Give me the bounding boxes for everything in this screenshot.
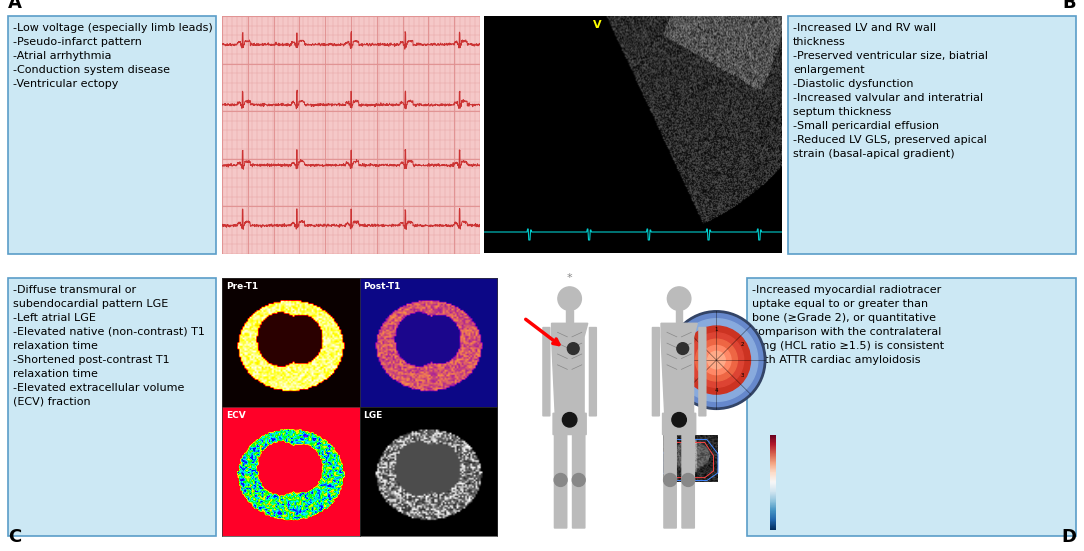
- Bar: [676, 310, 682, 323]
- Text: A: A: [8, 0, 22, 12]
- Circle shape: [554, 473, 567, 487]
- FancyBboxPatch shape: [571, 431, 585, 529]
- Text: 1: 1: [714, 327, 719, 332]
- FancyBboxPatch shape: [8, 16, 216, 254]
- Text: C: C: [8, 528, 22, 546]
- Text: V: V: [593, 20, 602, 30]
- FancyBboxPatch shape: [589, 327, 597, 417]
- FancyBboxPatch shape: [542, 327, 551, 417]
- FancyBboxPatch shape: [662, 413, 696, 435]
- Text: B: B: [1062, 0, 1076, 12]
- Polygon shape: [552, 323, 588, 414]
- Circle shape: [708, 352, 725, 369]
- Circle shape: [682, 473, 695, 487]
- Circle shape: [668, 287, 691, 310]
- FancyBboxPatch shape: [553, 413, 586, 435]
- Text: Post-T1: Post-T1: [363, 282, 401, 291]
- Text: D: D: [1061, 528, 1076, 546]
- FancyBboxPatch shape: [747, 278, 1076, 536]
- Text: 2: 2: [740, 343, 745, 348]
- Text: 6: 6: [688, 343, 692, 348]
- Text: 4: 4: [714, 388, 719, 393]
- Text: -Increased myocardial radiotracer
uptake equal to or greater than
bone (≥Grade 2: -Increased myocardial radiotracer uptake…: [752, 285, 944, 365]
- Circle shape: [668, 311, 765, 409]
- Text: Pre-T1: Pre-T1: [227, 282, 258, 291]
- Text: 5: 5: [688, 372, 692, 377]
- Text: -Low voltage (especially limb leads)
-Pseudo-infarct pattern
-Atrial arrhythmia
: -Low voltage (especially limb leads) -Ps…: [13, 23, 212, 89]
- Text: -Increased LV and RV wall
thickness
-Preserved ventricular size, biatrial
enlarg: -Increased LV and RV wall thickness -Pre…: [793, 23, 988, 159]
- Circle shape: [663, 473, 676, 487]
- FancyBboxPatch shape: [651, 327, 660, 417]
- FancyBboxPatch shape: [681, 431, 695, 529]
- Circle shape: [572, 473, 585, 487]
- Circle shape: [696, 339, 737, 381]
- Text: -Diffuse transmural or
subendocardial pattern LGE
-Left atrial LGE
-Elevated nat: -Diffuse transmural or subendocardial pa…: [13, 285, 205, 407]
- Circle shape: [701, 345, 731, 375]
- FancyBboxPatch shape: [788, 16, 1076, 254]
- FancyBboxPatch shape: [698, 327, 707, 417]
- Circle shape: [567, 343, 579, 354]
- Text: ECV: ECV: [227, 411, 246, 420]
- Circle shape: [675, 318, 758, 402]
- Circle shape: [672, 413, 686, 427]
- Text: LGE: LGE: [363, 411, 383, 420]
- Polygon shape: [661, 323, 697, 414]
- FancyBboxPatch shape: [663, 431, 676, 529]
- Circle shape: [558, 287, 581, 310]
- FancyBboxPatch shape: [554, 431, 568, 529]
- Text: 3: 3: [740, 372, 745, 377]
- Text: *: *: [567, 273, 572, 283]
- Bar: [567, 310, 572, 323]
- FancyBboxPatch shape: [8, 278, 216, 536]
- Circle shape: [563, 413, 577, 427]
- Circle shape: [689, 333, 744, 387]
- Circle shape: [676, 343, 688, 354]
- Circle shape: [683, 326, 750, 394]
